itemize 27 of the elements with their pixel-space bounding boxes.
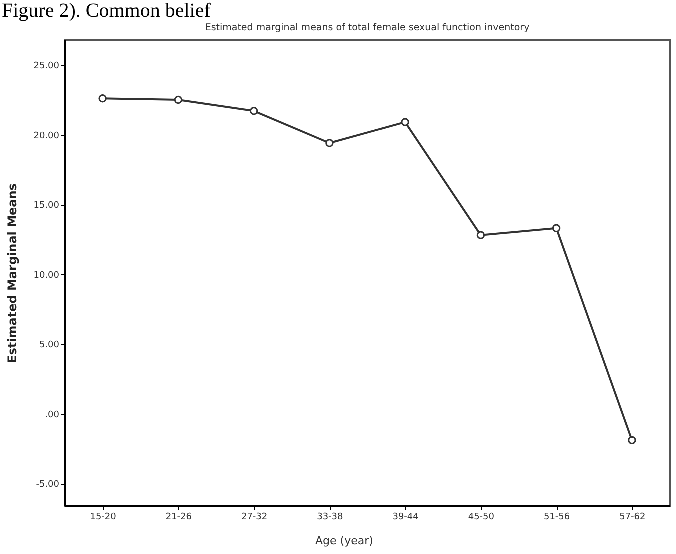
point <box>401 118 410 126</box>
y-tick-label: 25.00 <box>34 62 60 72</box>
x-tick-label: 57-62 <box>620 512 646 522</box>
y-tick-label: .00 <box>45 410 60 420</box>
y-tick-label: 20.00 <box>34 131 60 142</box>
y-axis-title: Estimated Marginal Means <box>6 184 20 364</box>
x-axis-title: Age (year) <box>316 534 374 548</box>
x-tick-label: 51-56 <box>544 512 570 522</box>
y-tick-label: 5.00 <box>39 340 60 351</box>
point <box>476 231 486 240</box>
chart-title: Estimated marginal means of total female sexual function inventory <box>205 22 530 34</box>
caption: Figure 2). Common belief <box>1 0 212 22</box>
point <box>552 224 561 232</box>
x-tick-label: 45-50 <box>468 512 495 522</box>
point <box>628 436 636 445</box>
y-tick-label: 10.00 <box>34 270 60 281</box>
x-tick-label: 33-38 <box>317 512 344 522</box>
y-tick-label: 15.00 <box>34 201 60 212</box>
x-tick-label: 21-26 <box>166 512 192 522</box>
y-tick-label: -5.00 <box>36 480 60 490</box>
x-tick-label: 27-32 <box>241 512 268 522</box>
x-tick-label: 15-20 <box>90 512 117 522</box>
point <box>174 96 183 104</box>
point <box>98 94 107 103</box>
point <box>326 139 334 148</box>
point <box>250 107 258 116</box>
x-tick-label: 39-44 <box>392 512 420 522</box>
